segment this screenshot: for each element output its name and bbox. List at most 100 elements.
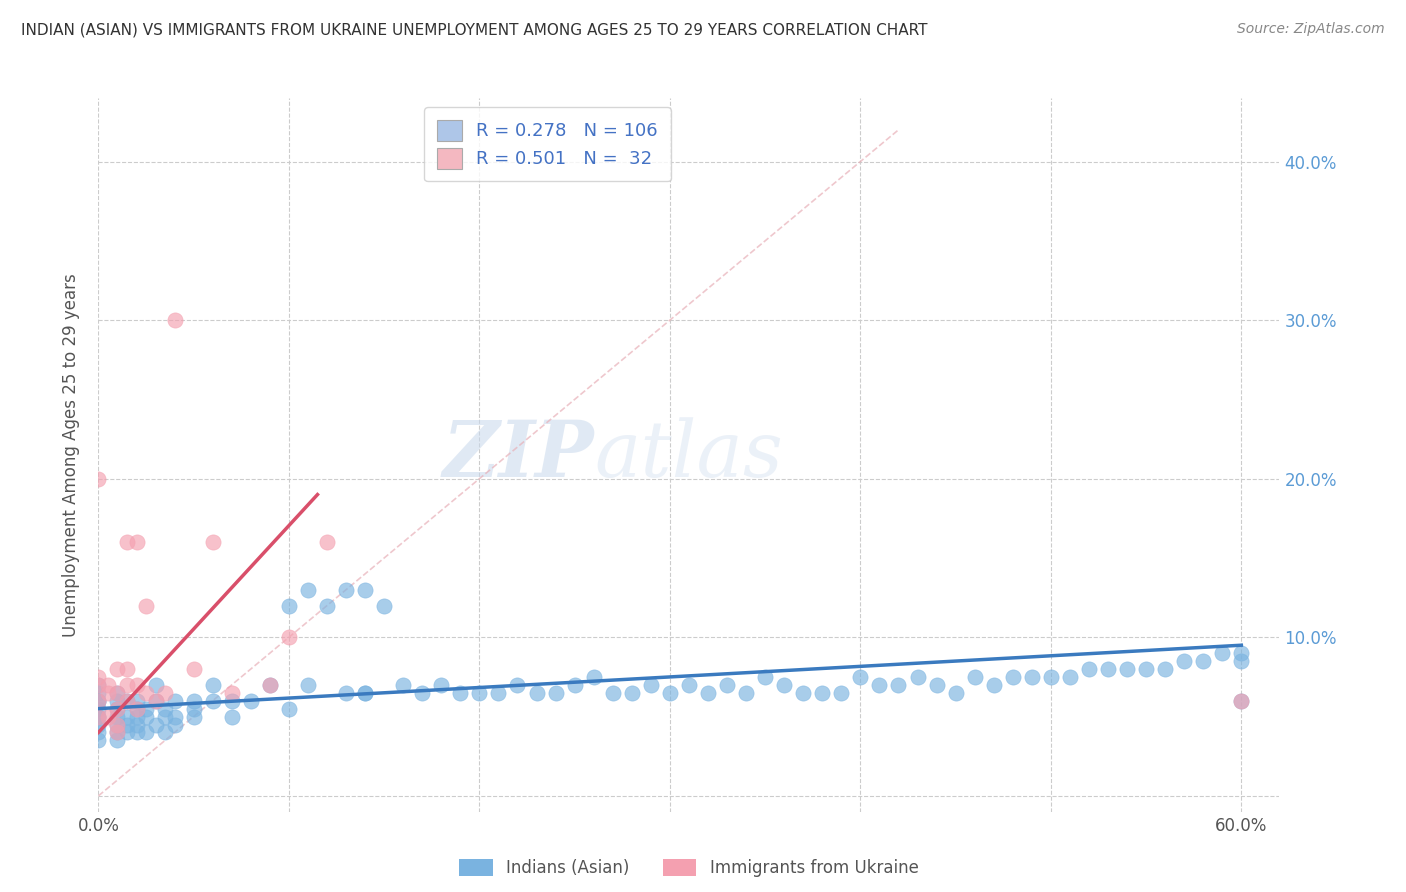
Point — [488, 686, 510, 700]
Point — [87, 694, 110, 708]
Point — [1116, 662, 1139, 676]
Point — [925, 678, 948, 692]
Point — [183, 694, 205, 708]
Point — [716, 678, 738, 692]
Y-axis label: Unemployment Among Ages 25 to 29 years: Unemployment Among Ages 25 to 29 years — [62, 273, 80, 637]
Point — [135, 701, 157, 715]
Point — [115, 535, 138, 549]
Point — [1154, 662, 1177, 676]
Point — [1173, 654, 1195, 668]
Point — [1211, 646, 1233, 660]
Point — [145, 678, 167, 692]
Point — [221, 709, 243, 723]
Point — [277, 701, 299, 715]
Point — [544, 686, 567, 700]
Point — [135, 725, 157, 739]
Point — [125, 709, 148, 723]
Point — [87, 709, 110, 723]
Point — [163, 694, 186, 708]
Point — [221, 686, 243, 700]
Point — [87, 670, 110, 684]
Point — [87, 472, 110, 486]
Point — [506, 678, 529, 692]
Point — [87, 709, 110, 723]
Point — [945, 686, 967, 700]
Point — [87, 678, 110, 692]
Point — [87, 709, 110, 723]
Point — [107, 725, 129, 739]
Point — [115, 662, 138, 676]
Point — [97, 709, 120, 723]
Point — [183, 709, 205, 723]
Point — [259, 678, 281, 692]
Point — [868, 678, 890, 692]
Text: Source: ZipAtlas.com: Source: ZipAtlas.com — [1237, 22, 1385, 37]
Point — [811, 686, 834, 700]
Point — [239, 694, 262, 708]
Point — [87, 733, 110, 747]
Point — [221, 694, 243, 708]
Point — [297, 582, 319, 597]
Point — [830, 686, 852, 700]
Point — [907, 670, 929, 684]
Point — [277, 599, 299, 613]
Point — [145, 694, 167, 708]
Text: ZIP: ZIP — [443, 417, 595, 493]
Point — [107, 701, 129, 715]
Point — [640, 678, 662, 692]
Text: atlas: atlas — [595, 417, 783, 493]
Point — [564, 678, 586, 692]
Point — [163, 717, 186, 731]
Point — [392, 678, 415, 692]
Point — [1059, 670, 1081, 684]
Point — [107, 709, 129, 723]
Point — [87, 717, 110, 731]
Point — [115, 678, 138, 692]
Point — [153, 725, 176, 739]
Point — [1230, 654, 1253, 668]
Point — [335, 582, 357, 597]
Point — [153, 686, 176, 700]
Point — [735, 686, 758, 700]
Point — [1230, 646, 1253, 660]
Point — [87, 694, 110, 708]
Point — [125, 701, 148, 715]
Point — [107, 725, 129, 739]
Point — [1230, 694, 1253, 708]
Point — [201, 694, 224, 708]
Point — [115, 717, 138, 731]
Point — [354, 686, 377, 700]
Point — [983, 678, 1005, 692]
Text: INDIAN (ASIAN) VS IMMIGRANTS FROM UKRAINE UNEMPLOYMENT AMONG AGES 25 TO 29 YEARS: INDIAN (ASIAN) VS IMMIGRANTS FROM UKRAIN… — [21, 22, 928, 37]
Point — [1001, 670, 1024, 684]
Point — [354, 686, 377, 700]
Point — [107, 717, 129, 731]
Point — [163, 709, 186, 723]
Point — [373, 599, 395, 613]
Point — [135, 686, 157, 700]
Point — [153, 701, 176, 715]
Point — [107, 717, 129, 731]
Point — [1230, 694, 1253, 708]
Point — [201, 535, 224, 549]
Point — [1192, 654, 1215, 668]
Point — [135, 709, 157, 723]
Point — [792, 686, 814, 700]
Point — [87, 686, 110, 700]
Point — [602, 686, 624, 700]
Point — [259, 678, 281, 692]
Point — [125, 701, 148, 715]
Point — [163, 313, 186, 327]
Point — [201, 678, 224, 692]
Point — [1078, 662, 1101, 676]
Point — [153, 709, 176, 723]
Point — [87, 725, 110, 739]
Point — [963, 670, 986, 684]
Point — [145, 717, 167, 731]
Point — [678, 678, 700, 692]
Point — [145, 694, 167, 708]
Point — [107, 662, 129, 676]
Point — [887, 678, 910, 692]
Point — [1135, 662, 1157, 676]
Point — [754, 670, 776, 684]
